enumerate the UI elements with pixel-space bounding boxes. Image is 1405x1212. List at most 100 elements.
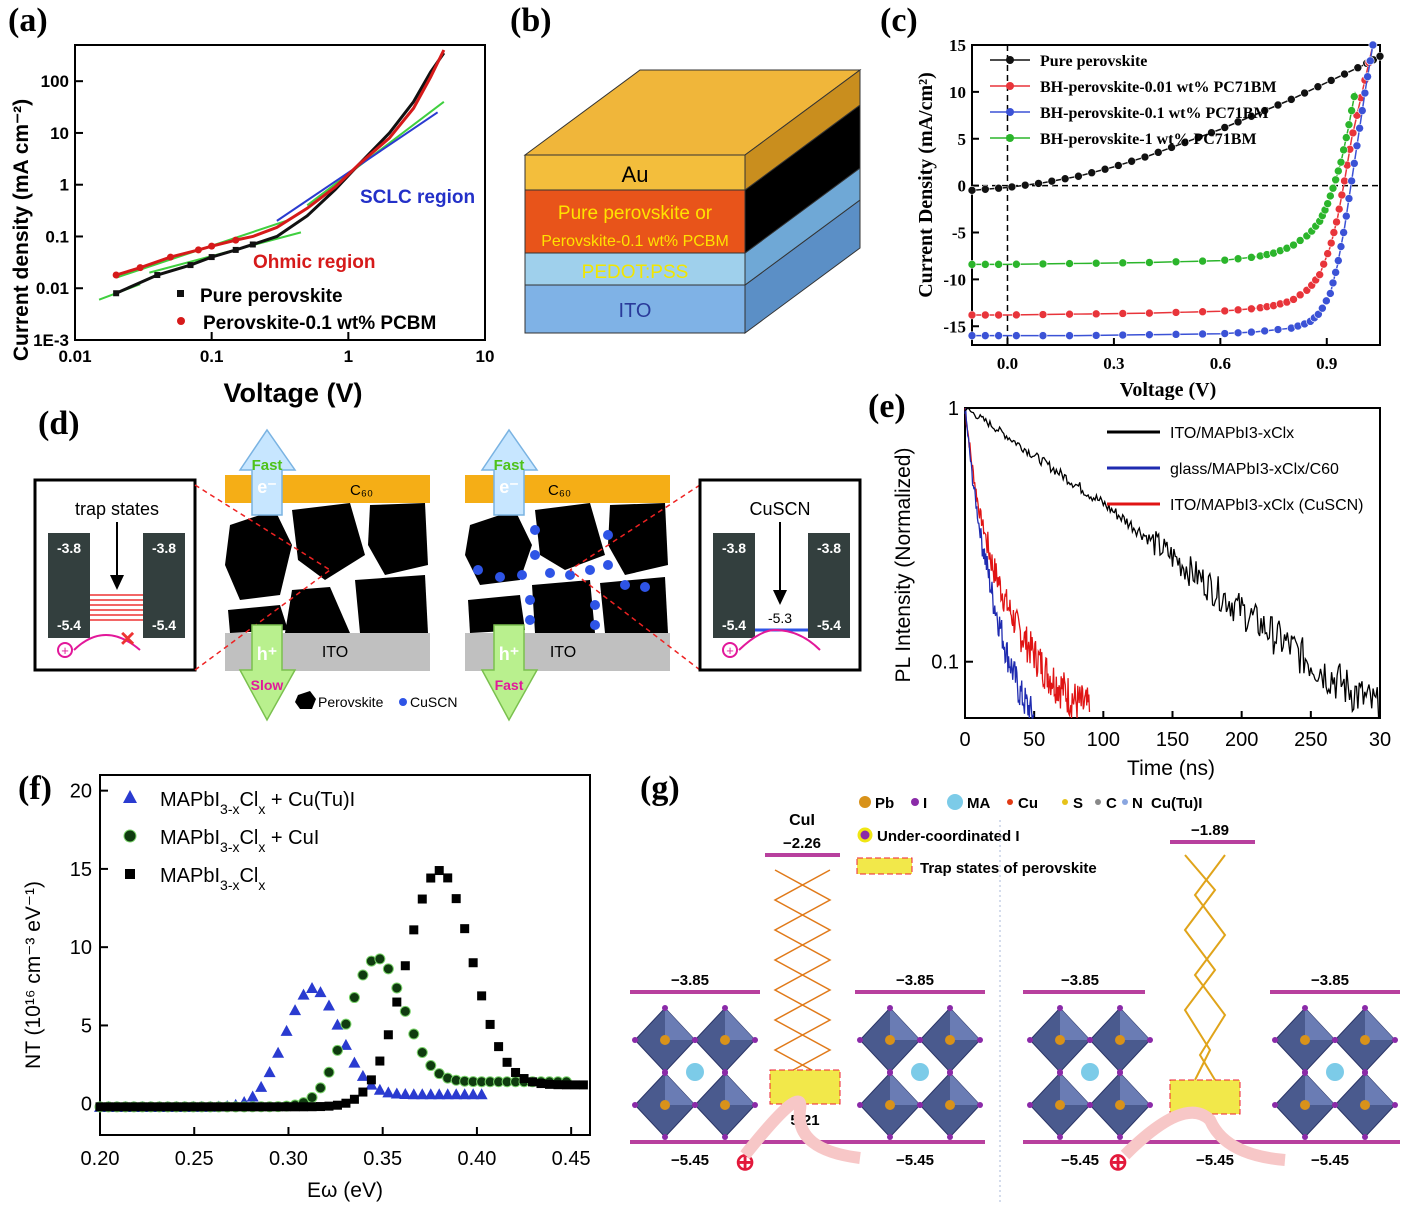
f-ytick-label: 0	[81, 1094, 92, 1116]
f-point-square	[163, 1102, 173, 1112]
d-trap-title: trap states	[75, 499, 159, 519]
c-point	[1012, 331, 1021, 340]
f-legend-label: MAPbI3-xClx + CuI	[160, 827, 319, 855]
c-point	[1145, 330, 1154, 339]
f-ytick-label: 10	[70, 937, 92, 959]
trap-states-icon	[856, 857, 913, 875]
a-point	[167, 253, 175, 261]
g-i-atom	[887, 1070, 893, 1076]
f-point-square	[239, 1102, 249, 1112]
c-point	[1368, 40, 1378, 50]
f-ylabel: NT (10¹⁶ cm⁻³ eV⁻¹)	[22, 881, 45, 1069]
f-point-square	[460, 924, 470, 934]
c-point	[1153, 148, 1163, 157]
c-point	[1180, 138, 1190, 147]
c-point	[1349, 92, 1359, 101]
g-legend-cutui: Cu(Tu)I	[1151, 795, 1202, 812]
a-point	[112, 271, 120, 279]
c-point	[1340, 69, 1349, 79]
g-octahedron-face	[1060, 1073, 1090, 1105]
c-point	[1047, 176, 1057, 186]
g-i-atom	[632, 1102, 638, 1108]
f-point-square	[95, 1102, 105, 1112]
c-point	[1331, 268, 1340, 277]
e-series-line	[964, 407, 1380, 719]
g-ma-atom	[1326, 1063, 1344, 1081]
f-point-triangle	[348, 1056, 361, 1068]
f-point-square	[324, 1101, 334, 1111]
c-point	[1065, 331, 1074, 340]
c-ytick-label: 0	[958, 177, 967, 196]
f-point-square	[392, 997, 402, 1007]
d-cuscn-title: CuSCN	[749, 499, 810, 519]
g-i-atom	[857, 1037, 863, 1043]
c-point	[1233, 117, 1243, 127]
c-point	[1038, 310, 1048, 319]
f-legend-marker	[123, 790, 137, 803]
f-point-triangle	[272, 1046, 285, 1058]
g-pb-atom	[720, 1100, 730, 1110]
g-i-atom	[1302, 1005, 1308, 1011]
a-ylabel: Current density (mA cm⁻²)	[10, 99, 33, 361]
f-ytick-label: 15	[70, 859, 92, 881]
g-octahedron-face	[950, 1008, 980, 1040]
c-point	[1329, 228, 1339, 237]
f-point-square	[578, 1080, 588, 1090]
c-point	[1100, 164, 1110, 174]
d-fast-left: Fast	[252, 457, 283, 474]
g-cui-label: CuI	[789, 812, 815, 829]
c-point	[1352, 141, 1362, 151]
e-series-line	[964, 408, 1035, 719]
f-xtick-label: 0.30	[269, 1148, 308, 1170]
g-ma-atom	[911, 1063, 929, 1081]
f-point-square	[307, 1102, 317, 1112]
panel-label-f: (f)	[18, 770, 52, 807]
f-point-square	[265, 1102, 275, 1112]
svg-text:+: +	[726, 643, 734, 658]
c-point	[1347, 176, 1356, 186]
d-grains-right	[465, 503, 668, 633]
g-i-atom	[752, 1037, 758, 1043]
d-cuscn-arrow-icon	[773, 590, 787, 605]
f-xtick-label: 0.20	[81, 1148, 120, 1170]
c-point	[1012, 310, 1021, 320]
c-point	[1167, 143, 1176, 152]
c-point	[1065, 309, 1074, 319]
c-point	[1020, 180, 1030, 190]
f-point-square	[417, 894, 427, 904]
g-pb-atom	[1055, 1100, 1065, 1110]
g-i-atom	[1332, 1102, 1338, 1108]
c-point	[994, 183, 1003, 193]
d-fast-h-arrow-right	[480, 624, 539, 722]
c-point	[1341, 211, 1351, 221]
d-right-lvl-top2: -3.8	[817, 540, 841, 556]
f-point-square	[477, 991, 487, 1001]
g-i-atom	[977, 1037, 983, 1043]
c-legend-label: BH-perovskite-1 wt% PC71BM	[1040, 131, 1257, 148]
f-point-triangle	[458, 1088, 471, 1100]
g-octahedron-face	[1305, 1008, 1335, 1040]
b-ito-label: ITO	[619, 300, 652, 322]
c-legend-label: BH-perovskite-0.01 wt% PC71BM	[1040, 79, 1277, 96]
d-block-x-icon: ×	[120, 623, 135, 653]
g-i-atom	[1302, 1134, 1308, 1140]
d-hole-icon-right	[722, 642, 738, 658]
g-pb-atom	[660, 1100, 670, 1110]
f-point-circle	[357, 969, 369, 981]
f-ytick-label: 5	[81, 1015, 92, 1037]
g-pb-atom	[1360, 1035, 1370, 1045]
g-i-atom	[1147, 1102, 1153, 1108]
d-hole-icon	[57, 642, 73, 658]
f-point-square	[332, 1100, 342, 1110]
d-h-right: h⁺	[499, 644, 520, 664]
c-ylabel: Current Density (mA/cm²)	[915, 72, 937, 298]
c-point	[1313, 82, 1323, 92]
a-xtick-label: 0.01	[58, 347, 91, 366]
g-octahedron-face	[1060, 1008, 1090, 1040]
e-xtick-label: 50	[1023, 729, 1045, 751]
f-legend-label: MAPbI3-xClx	[160, 865, 265, 893]
a-point	[232, 236, 240, 244]
g-right-bot-a: −5.45	[1061, 1152, 1099, 1169]
g-legend-pb: Pb	[875, 795, 894, 812]
